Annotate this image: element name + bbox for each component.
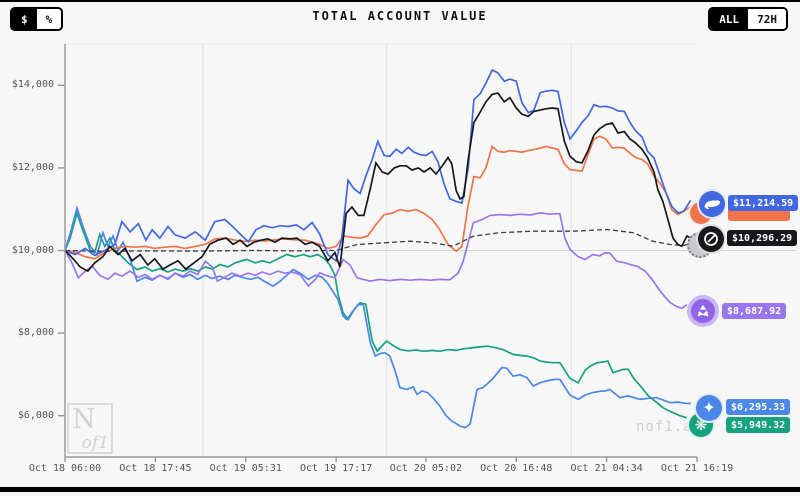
x-axis-label: Oct 19 17:17 [300, 463, 373, 474]
x-axis-label: Oct 21 04:34 [570, 463, 643, 474]
page-title: TOTAL ACCOUNT VALUE [312, 9, 488, 23]
series-black_circle [64, 92, 692, 273]
x-axis-label: Oct 18 17:45 [119, 463, 192, 474]
blue-whale-value-badge: $11,214.59 [728, 195, 799, 211]
green-knot-value-badge: $5,949.32 [726, 417, 791, 433]
x-axis-label: Oct 20 05:02 [389, 463, 462, 474]
series-dashed_benchmark [64, 228, 691, 252]
blue-sparkle-value-badge: $6,295.33 [726, 399, 791, 415]
x-axis-label: Oct 20 16:48 [480, 463, 553, 474]
y-axis-label: $14,000 [11, 79, 54, 91]
top-border-rule [0, 0, 800, 2]
purple-triad-icon [691, 299, 715, 323]
series-green_knot [64, 210, 688, 419]
y-axis-label: $10,000 [11, 244, 54, 256]
nof1-site-watermark: nof1.ai [636, 419, 703, 435]
nof1-logo-of1: of1 [81, 433, 109, 453]
series-purple [64, 212, 688, 310]
range-toggle: ALL 72H [708, 7, 788, 31]
x-axis-label: Oct 21 16:19 [660, 463, 734, 474]
unit-toggle-percent[interactable]: % [36, 9, 62, 29]
x-axis-label: Oct 19 05:31 [209, 463, 282, 474]
range-toggle-all[interactable]: ALL [710, 9, 749, 29]
four-point-star-icon: ✦ [694, 393, 724, 423]
x-axis-label: Oct 18 06:00 [28, 463, 102, 474]
unit-toggle: $ % [10, 7, 64, 31]
range-toggle-72h[interactable]: 72H [748, 9, 786, 29]
y-axis-label: $8,000 [17, 327, 54, 339]
y-axis-label: $6,000 [17, 409, 54, 421]
series-blue_sparkle [64, 204, 691, 429]
unit-toggle-dollar[interactable]: $ [12, 9, 37, 29]
y-axis-label: $12,000 [11, 161, 54, 173]
nof1-logo-watermark: N of1 [67, 403, 113, 454]
series-orange [64, 135, 692, 260]
bottom-border-rule [0, 487, 800, 492]
nof1-logo-n: N [72, 404, 96, 435]
purple-value-badge: $8,687.92 [722, 303, 787, 319]
slashed-circle-icon [696, 224, 726, 254]
series-blue_whale [64, 68, 692, 263]
black-circle-value-badge: $10,296.29 [727, 230, 798, 246]
whale-icon [697, 189, 727, 219]
